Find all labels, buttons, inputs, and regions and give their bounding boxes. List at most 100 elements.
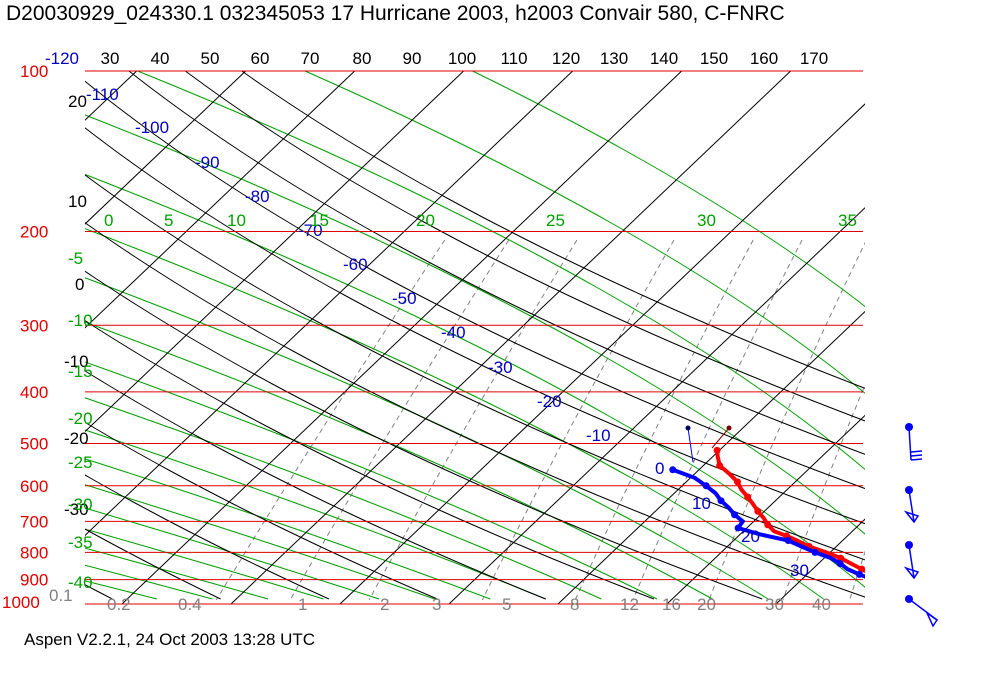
temperature-point [716,462,724,470]
moist-adiabat-10 [85,277,769,600]
dewpoint-point [923,601,930,608]
mixing-ratio-label-5: 5 [502,595,511,614]
dry-adiabat--60 [0,71,4,599]
dry-adiabat-80 [241,70,865,389]
isotherm--50 [121,70,682,605]
moist-label-20: 20 [416,211,435,230]
top-label-110: 110 [500,49,527,68]
dry-adiabat-50 [85,80,865,490]
dry-adiabat-label-10: 10 [692,494,711,513]
moist-adiabat-20 [85,173,865,588]
dewpoint-extension [687,427,694,463]
wind-barb-pennant [903,510,920,524]
temperature-extension [711,427,730,449]
isotherm-label-20: 20 [68,92,87,111]
moist-adiabat--5 [85,397,602,600]
wind-barb-feather [910,454,923,457]
isotherm--10 [557,310,865,605]
dewpoint-point [784,536,792,544]
moist-label-35: 35 [838,211,857,230]
mixing-ratio-line-0.4 [368,239,578,601]
temperature-point [744,493,752,501]
wind-barb-pennant [903,566,920,580]
mixing-ratio-label-0.2: 0.2 [107,595,131,614]
isobar-label-600: 600 [20,477,48,496]
top-label-100: 100 [448,49,476,68]
top-label--120: -120 [45,49,79,68]
dewpoint-point [855,570,863,578]
top-label-120: 120 [552,49,580,68]
mixing-ratio-line-16 [899,240,1000,600]
moist-adiabats [85,70,865,600]
temperature-end-marker [726,425,732,431]
top-label-150: 150 [700,49,728,68]
isobar-label-400: 400 [20,383,48,402]
mixing-ratio-label-30: 30 [765,595,784,614]
top-label-30: 30 [101,49,120,68]
moist-label-left--25: -25 [68,453,93,472]
isotherm--90 [85,70,246,225]
wind-barb-pennant [925,610,939,628]
top-label-70: 70 [301,49,320,68]
isotherm-label--20: -20 [64,429,89,448]
mixing-ratio-line-3 [632,239,803,601]
isotherm--60 [85,70,573,537]
top-label-90: 90 [403,49,422,68]
wind-barb-shaft [908,544,915,579]
isobar-label-100: 100 [20,62,48,81]
moist-label-15: 15 [310,211,329,230]
isotherm-10 [775,518,865,605]
dewpoint-point [717,497,725,505]
isotherm-20 [885,71,1000,604]
isotherm--40 [230,70,791,605]
temperature-point [858,565,865,573]
temperature-point [713,446,721,454]
moist-adiabat--30 [85,528,324,600]
dry-adiabat--50 [85,584,113,600]
dry-adiabat-label--30: -30 [488,358,513,377]
dry-adiabats [0,70,865,600]
wind-barb-low [903,541,920,580]
wind-barb-feather [910,458,923,461]
moist-label-left--15: -15 [68,362,93,381]
wind-barb-mid [903,486,920,524]
isotherm-0 [666,414,865,605]
wind-barb-feather [910,450,923,453]
isobar-label-900: 900 [20,571,48,590]
mixing-ratio-label-2: 2 [380,595,389,614]
dewpoint-point [731,511,739,519]
mixing-ratio-label-12: 12 [620,595,639,614]
dewpoint-point [669,466,677,474]
mixing-ratio-label-8: 8 [570,595,579,614]
temperature-point [764,521,772,529]
software-version-footer: Aspen V2.2.1, 24 Oct 2003 13:28 UTC [24,630,316,649]
dewpoint-end-marker [685,425,691,431]
dry-adiabat-label-0: 0 [655,459,664,478]
isotherm-label-10: 10 [68,192,87,211]
dry-adiabat-40 [85,127,865,525]
mixing-ratio-line-5 [708,241,865,601]
moist-adiabat-5 [85,321,713,600]
sounding-traces [669,425,932,608]
chart-title: D20030929_024330.1 032345053 17 Hurrican… [6,2,785,25]
top-label-50: 50 [201,49,220,68]
mixing-ratio-label-0.4: 0.4 [178,595,202,614]
temperature-point [754,507,762,515]
temperature-point [733,478,741,486]
moist-label-5: 5 [164,211,173,230]
isotherm--20 [448,207,865,605]
mixing-ratio-label-3: 3 [432,595,441,614]
temperature-point [925,596,932,603]
isotherm--80 [85,70,355,329]
top-label-130: 130 [600,49,628,68]
isotherm-label-0: 0 [75,275,84,294]
mixing-ratio-label-0.1: 0.1 [49,586,73,605]
top-label-80: 80 [353,49,372,68]
moist-label-left--10: -10 [68,311,93,330]
moist-adiabat--20 [85,484,435,600]
mixing-ratio-line-12 [849,550,865,601]
mixing-ratio-label-40: 40 [812,595,831,614]
isotherm--70 [85,70,464,433]
